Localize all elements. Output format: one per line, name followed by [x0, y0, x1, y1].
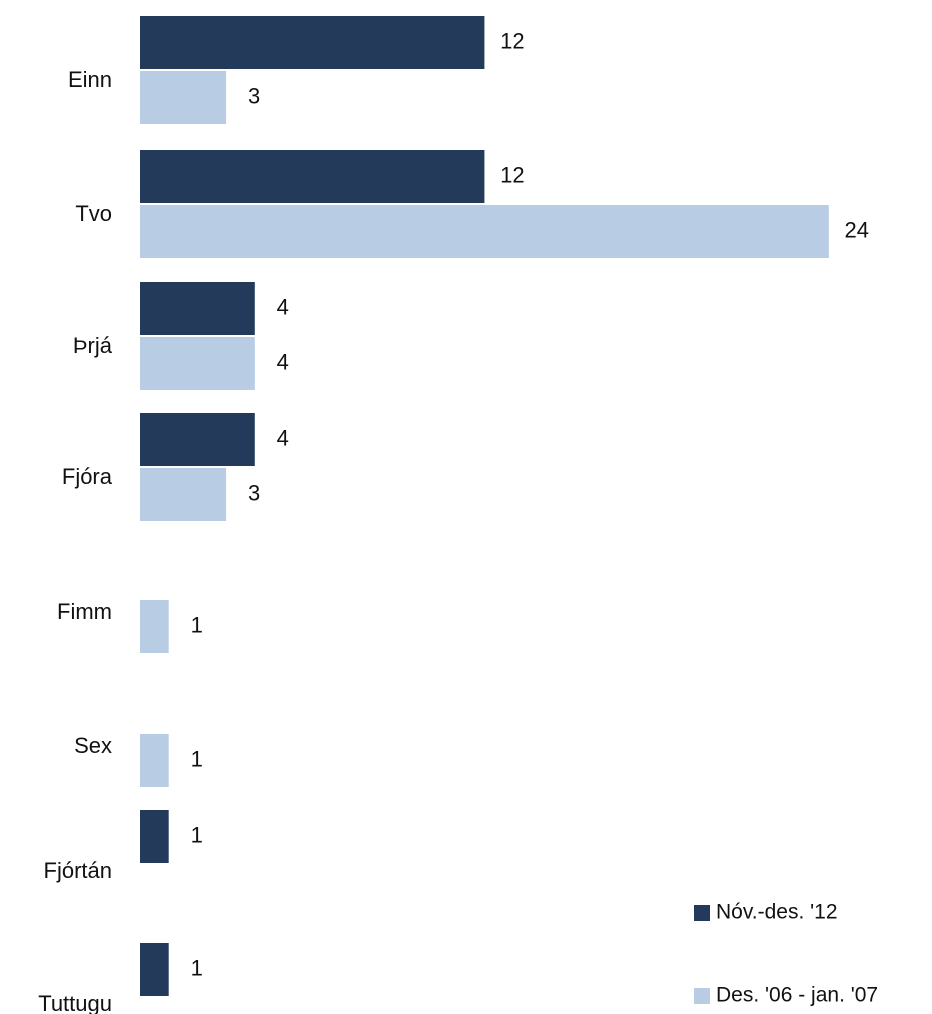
- bar-nov-des-12-0: [140, 16, 485, 69]
- bar-des-06-jan-07-5: [140, 734, 169, 787]
- bar-des-06-jan-07-2: [140, 337, 255, 390]
- category-label-7: Tuttugu: [38, 991, 112, 1014]
- data-label-des-06-jan-07-4: 1: [191, 612, 203, 637]
- category-label-3: Fjóra: [62, 464, 113, 489]
- data-label-nov-des-12-2: 4: [277, 294, 289, 319]
- bar-des-06-jan-07-3: [140, 468, 227, 521]
- data-label-des-06-jan-07-5: 1: [191, 746, 203, 771]
- category-label-1: Tvo: [75, 201, 112, 226]
- data-label-nov-des-12-3: 4: [277, 425, 289, 450]
- data-label-nov-des-12-1: 12: [500, 162, 524, 187]
- legend-swatch-nov-des-12: [694, 905, 710, 921]
- data-label-nov-des-12-6: 1: [191, 822, 203, 847]
- legend-label-nov-des-12: Nóv.-des. '12: [716, 901, 838, 924]
- category-label-5: Sex: [74, 733, 112, 758]
- bars-layer: [140, 16, 829, 996]
- bar-des-06-jan-07-0: [140, 71, 227, 124]
- bar-nov-des-12-3: [140, 413, 255, 466]
- data-label-des-06-jan-07-2: 4: [277, 349, 289, 374]
- bar-des-06-jan-07-1: [140, 205, 829, 258]
- category-label-6: Fjórtán: [44, 858, 112, 883]
- bar-nov-des-12-2: [140, 282, 255, 335]
- legend-swatch-des-06-jan-07: [694, 988, 710, 1004]
- bar-des-06-jan-07-4: [140, 600, 169, 653]
- data-label-nov-des-12-0: 12: [500, 28, 524, 53]
- data-label-nov-des-12-7: 1: [191, 955, 203, 980]
- category-label-2: Þrjá: [73, 333, 113, 358]
- legend-label-des-06-jan-07: Des. '06 - jan. '07: [716, 984, 878, 1007]
- legend: Nóv.-des. '12 Des. '06 - jan. '07: [694, 901, 878, 1007]
- data-label-des-06-jan-07-1: 24: [845, 217, 869, 242]
- category-label-4: Fimm: [57, 599, 112, 624]
- labels-layer: Einn 12 3 Tvo 12 24 Þrjá 4 4 Fjóra 4 3 Fimm 1 Sex 1 Fjór…: [38, 28, 869, 1014]
- bar-nov-des-12-1: [140, 150, 485, 203]
- bar-nov-des-12-7: [140, 943, 169, 996]
- data-label-des-06-jan-07-0: 3: [248, 83, 260, 108]
- data-label-des-06-jan-07-3: 3: [248, 480, 260, 505]
- category-label-0: Einn: [68, 67, 112, 92]
- bar-nov-des-12-6: [140, 810, 169, 863]
